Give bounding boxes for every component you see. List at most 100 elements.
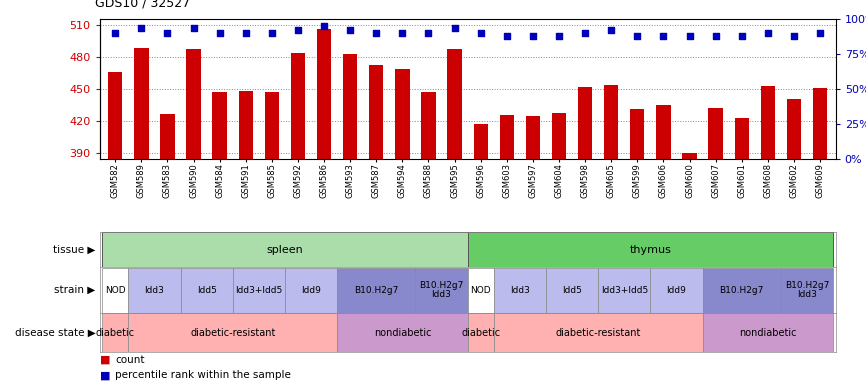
Point — [396, 30, 410, 36]
Bar — [369, 65, 384, 159]
Point — [682, 33, 696, 39]
Bar — [337, 268, 416, 313]
Text: ■: ■ — [100, 355, 113, 365]
Bar — [291, 53, 305, 159]
Bar — [239, 91, 253, 159]
Text: B10.H2g7
Idd3: B10.H2g7 Idd3 — [419, 281, 463, 299]
Bar — [702, 313, 833, 352]
Bar — [102, 232, 468, 267]
Text: diabetic: diabetic — [461, 328, 501, 338]
Point — [265, 30, 279, 36]
Point — [526, 33, 540, 39]
Point — [578, 30, 592, 36]
Point — [787, 33, 801, 39]
Bar — [734, 118, 749, 159]
Text: Idd3+Idd5: Idd3+Idd5 — [236, 286, 282, 295]
Text: tissue ▶: tissue ▶ — [53, 245, 95, 255]
Text: strain ▶: strain ▶ — [54, 285, 95, 295]
Text: B10.H2g7: B10.H2g7 — [720, 286, 764, 295]
Point — [291, 27, 305, 34]
Bar — [128, 268, 180, 313]
Point — [761, 30, 775, 36]
Text: diabetic: diabetic — [95, 328, 135, 338]
Point — [552, 33, 565, 39]
Text: diabetic-resistant: diabetic-resistant — [190, 328, 275, 338]
Bar — [578, 87, 592, 159]
Text: NOD: NOD — [470, 286, 491, 295]
Text: thymus: thymus — [630, 245, 671, 255]
Text: NOD: NOD — [105, 286, 126, 295]
Point — [813, 30, 827, 36]
Text: Idd5: Idd5 — [562, 286, 582, 295]
Bar — [180, 268, 233, 313]
Point — [604, 27, 618, 34]
Text: Idd3: Idd3 — [145, 286, 165, 295]
Text: B10.H2g7
Idd3: B10.H2g7 Idd3 — [785, 281, 829, 299]
Bar — [102, 268, 128, 313]
Bar — [102, 313, 128, 352]
Bar — [265, 92, 279, 159]
Bar — [474, 124, 488, 159]
Point — [370, 30, 384, 36]
Text: B10.H2g7: B10.H2g7 — [354, 286, 398, 295]
Bar — [650, 268, 702, 313]
Bar — [421, 92, 436, 159]
Bar — [448, 50, 462, 159]
Bar — [786, 99, 801, 159]
Bar — [233, 268, 285, 313]
Bar — [598, 268, 650, 313]
Bar — [186, 50, 201, 159]
Point — [239, 30, 253, 36]
Point — [422, 30, 436, 36]
Bar — [708, 108, 723, 159]
Bar — [546, 268, 598, 313]
Bar — [285, 268, 337, 313]
Point — [500, 33, 514, 39]
Point — [134, 25, 148, 31]
Text: nondiabetic: nondiabetic — [739, 328, 797, 338]
Point — [474, 30, 488, 36]
Bar — [128, 313, 337, 352]
Text: Idd3+Idd5: Idd3+Idd5 — [601, 286, 648, 295]
Text: Idd9: Idd9 — [301, 286, 321, 295]
Bar — [552, 113, 566, 159]
Point — [187, 25, 201, 31]
Text: count: count — [115, 355, 145, 365]
Text: disease state ▶: disease state ▶ — [15, 328, 95, 338]
Bar — [682, 153, 696, 159]
Point — [108, 30, 122, 36]
Text: spleen: spleen — [267, 245, 303, 255]
Point — [448, 25, 462, 31]
Bar — [160, 114, 175, 159]
Text: nondiabetic: nondiabetic — [373, 328, 431, 338]
Bar — [781, 268, 833, 313]
Bar — [500, 115, 514, 159]
Text: GDS10 / 32527: GDS10 / 32527 — [95, 0, 191, 10]
Point — [343, 27, 357, 34]
Bar — [630, 110, 644, 159]
Text: Idd9: Idd9 — [667, 286, 687, 295]
Text: Idd3: Idd3 — [510, 286, 530, 295]
Bar — [656, 105, 670, 159]
Point — [160, 30, 174, 36]
Bar — [134, 48, 149, 159]
Point — [734, 33, 748, 39]
Bar — [468, 313, 494, 352]
Text: percentile rank within the sample: percentile rank within the sample — [115, 370, 291, 380]
Bar — [494, 313, 702, 352]
Bar — [604, 85, 618, 159]
Bar — [337, 313, 468, 352]
Bar — [317, 29, 332, 159]
Bar — [416, 268, 468, 313]
Point — [656, 33, 670, 39]
Bar — [526, 116, 540, 159]
Bar — [468, 268, 494, 313]
Point — [630, 33, 644, 39]
Point — [213, 30, 227, 36]
Bar — [760, 86, 775, 159]
Bar — [108, 72, 122, 159]
Point — [708, 33, 722, 39]
Text: ■: ■ — [100, 370, 113, 380]
Bar — [813, 88, 827, 159]
Bar — [494, 268, 546, 313]
